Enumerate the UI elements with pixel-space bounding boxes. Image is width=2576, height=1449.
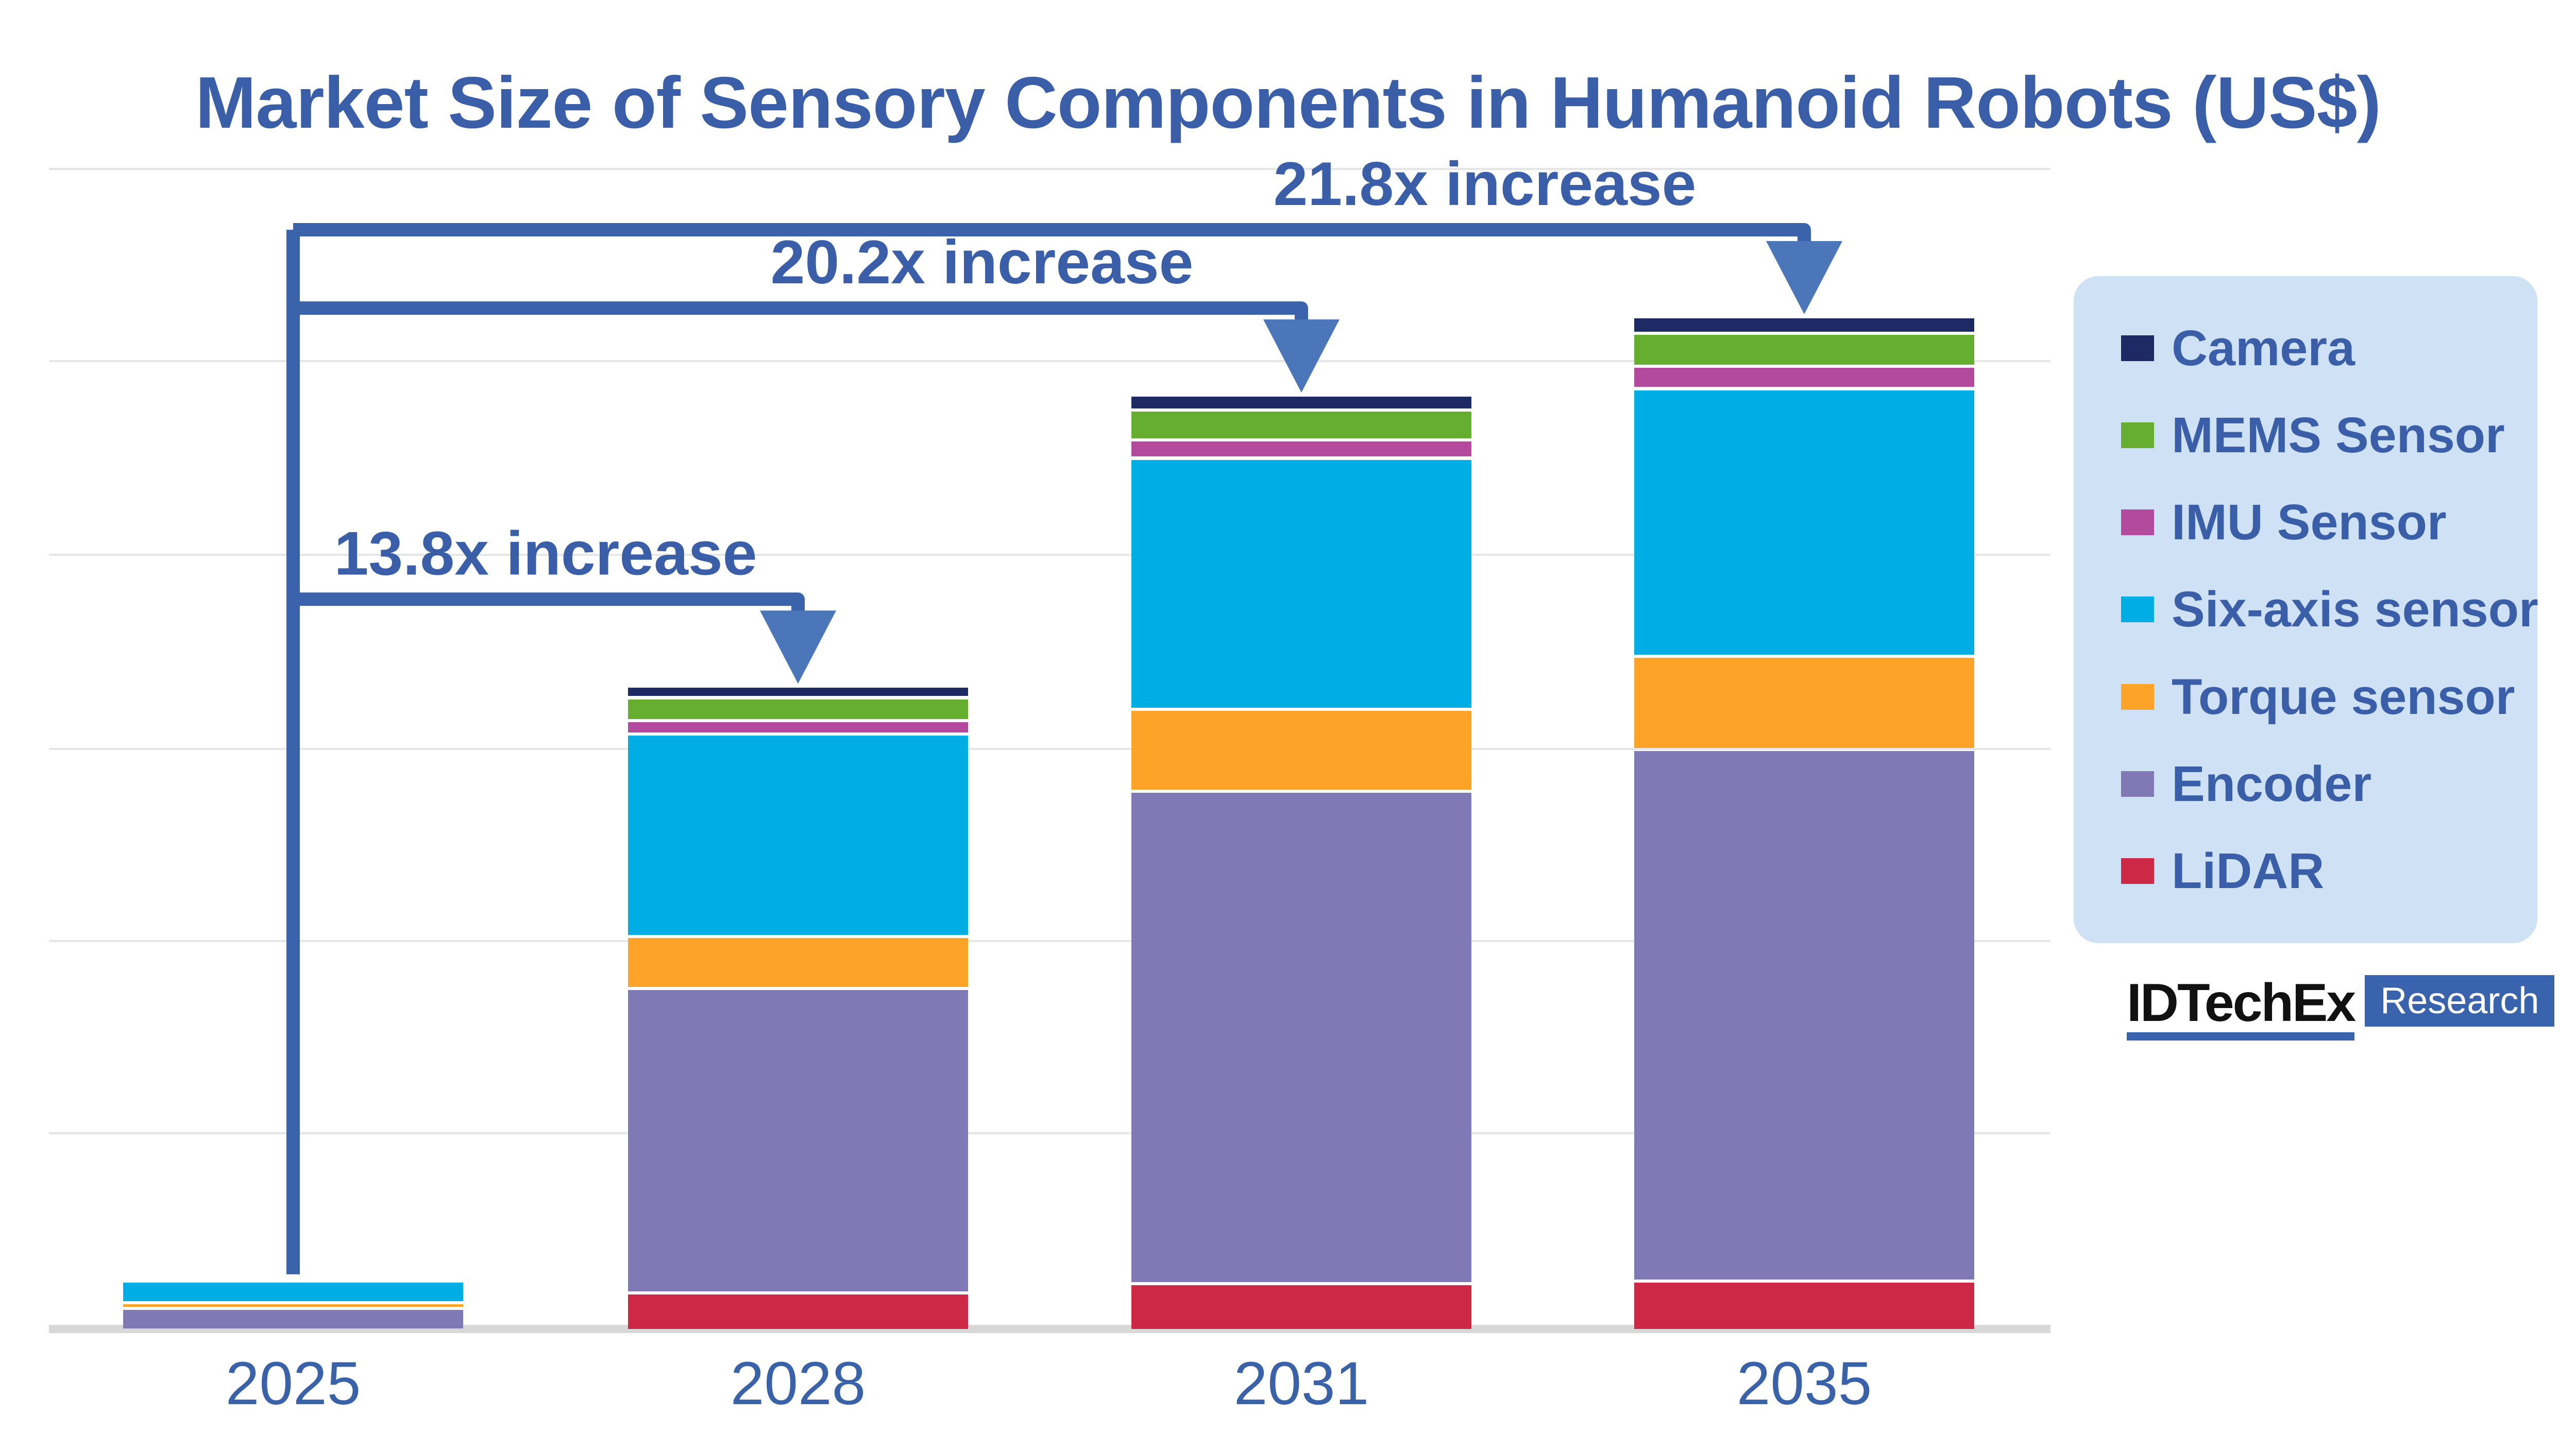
bar-segment-2028-six-axis-sensor: [628, 736, 968, 935]
bar-segment-2031-six-axis-sensor: [1131, 459, 1471, 708]
bar-segment-2031-encoder: [1131, 793, 1471, 1282]
bar-segment-2031-camera: [1131, 397, 1471, 408]
legend-swatch-six-axis-sensor: [2121, 596, 2154, 623]
gridline-3: [49, 748, 2050, 750]
gridline-5: [49, 1132, 2050, 1134]
legend-item-imu-sensor: IMU Sensor: [2074, 493, 2537, 551]
bar-segment-2031-torque-sensor: [1131, 711, 1471, 790]
annotation-label-1: 20.2x increase: [771, 228, 1194, 297]
legend-item-camera: Camera: [2074, 319, 2537, 377]
gridline-0: [49, 168, 2050, 170]
legend-label-imu-sensor: IMU Sensor: [2172, 494, 2447, 551]
legend-swatch-lidar: [2121, 858, 2154, 884]
bar-segment-2035-camera: [1634, 318, 1974, 332]
bar-segment-2028-lidar: [628, 1294, 968, 1329]
bar-segment-2031-mems-sensor: [1131, 411, 1471, 438]
legend-swatch-encoder: [2121, 771, 2154, 797]
bar-segment-2028-encoder: [628, 990, 968, 1291]
bar-segment-2031-lidar: [1131, 1285, 1471, 1329]
annotation-branch-line-1: [293, 301, 1308, 321]
legend-label-six-axis-sensor: Six-axis sensor: [2172, 581, 2538, 638]
x-axis-label-2035: 2035: [1736, 1350, 1872, 1418]
legend-swatch-mems-sensor: [2121, 422, 2154, 448]
legend-label-encoder: Encoder: [2172, 756, 2372, 812]
idtechex-logo-brand-wrap: IDTechEx: [2127, 973, 2356, 1041]
legend-item-six-axis-sensor: Six-axis sensor: [2074, 581, 2538, 638]
legend-panel: Camera MEMS Sensor IMU Sensor Six-axis sens…: [2074, 276, 2538, 943]
legend-label-torque-sensor: Torque sensor: [2172, 668, 2515, 725]
bar-segment-2035-lidar: [1634, 1283, 1974, 1329]
annotation-branch-line-2: [293, 223, 1811, 242]
gridline-4: [49, 940, 2050, 942]
legend-swatch-camera: [2121, 335, 2154, 361]
x-axis-label-2025: 2025: [225, 1350, 361, 1418]
x-axis-label-2031: 2031: [1233, 1350, 1369, 1418]
annotation-arrowhead-1: [1263, 319, 1340, 393]
legend-label-camera: Camera: [2172, 319, 2355, 376]
bar-segment-2031-imu-sensor: [1131, 441, 1471, 457]
bar-segment-2035-imu-sensor: [1634, 367, 1974, 387]
legend-swatch-torque-sensor: [2121, 684, 2154, 710]
gridline-2: [49, 554, 2050, 556]
legend-item-mems-sensor: MEMS Sensor: [2074, 406, 2537, 464]
bar-segment-2035-encoder: [1634, 751, 1974, 1280]
annotation-label-0: 13.8x increase: [334, 519, 757, 588]
bar-segment-2028-torque-sensor: [628, 938, 968, 987]
legend-label-lidar: LiDAR: [2172, 843, 2325, 899]
legend-item-encoder: Encoder: [2074, 755, 2537, 813]
x-axis-line: [49, 1325, 2050, 1333]
bar-segment-2035-six-axis-sensor: [1634, 390, 1974, 655]
bar-segment-2025-encoder: [123, 1310, 463, 1329]
annotation-label-2: 21.8x increase: [1274, 149, 1697, 218]
bar-segment-2028-mems-sensor: [628, 699, 968, 720]
annotation-arrowhead-0: [760, 610, 836, 684]
bar-segment-2025-six-axis-sensor: [123, 1283, 463, 1302]
bar-segment-2035-torque-sensor: [1634, 657, 1974, 748]
x-axis-label-2028: 2028: [730, 1350, 866, 1418]
idtechex-logo-text: IDTechEx: [2127, 973, 2356, 1033]
idtechex-research-badge: Research: [2365, 975, 2555, 1027]
legend-item-lidar: LiDAR: [2074, 842, 2537, 900]
legend-swatch-imu-sensor: [2121, 509, 2154, 536]
legend-item-torque-sensor: Torque sensor: [2074, 668, 2537, 726]
idtechex-research-label: Research: [2380, 980, 2539, 1021]
legend-label-mems-sensor: MEMS Sensor: [2172, 406, 2505, 463]
chart-title: Market Size of Sensory Components in Hum…: [195, 62, 2381, 144]
gridline-1: [49, 360, 2050, 362]
annotation-branch-line-0: [293, 592, 805, 612]
bar-segment-2035-mems-sensor: [1634, 335, 1974, 365]
bar-segment-2028-camera: [628, 688, 968, 696]
bar-segment-2025-torque-sensor: [123, 1304, 463, 1307]
bar-segment-2028-imu-sensor: [628, 722, 968, 732]
idtechex-logo-underline: [2127, 1032, 2355, 1041]
idtechex-logo: IDTechEx Research: [2127, 973, 2555, 1041]
annotation-arrowhead-2: [1766, 241, 1842, 314]
